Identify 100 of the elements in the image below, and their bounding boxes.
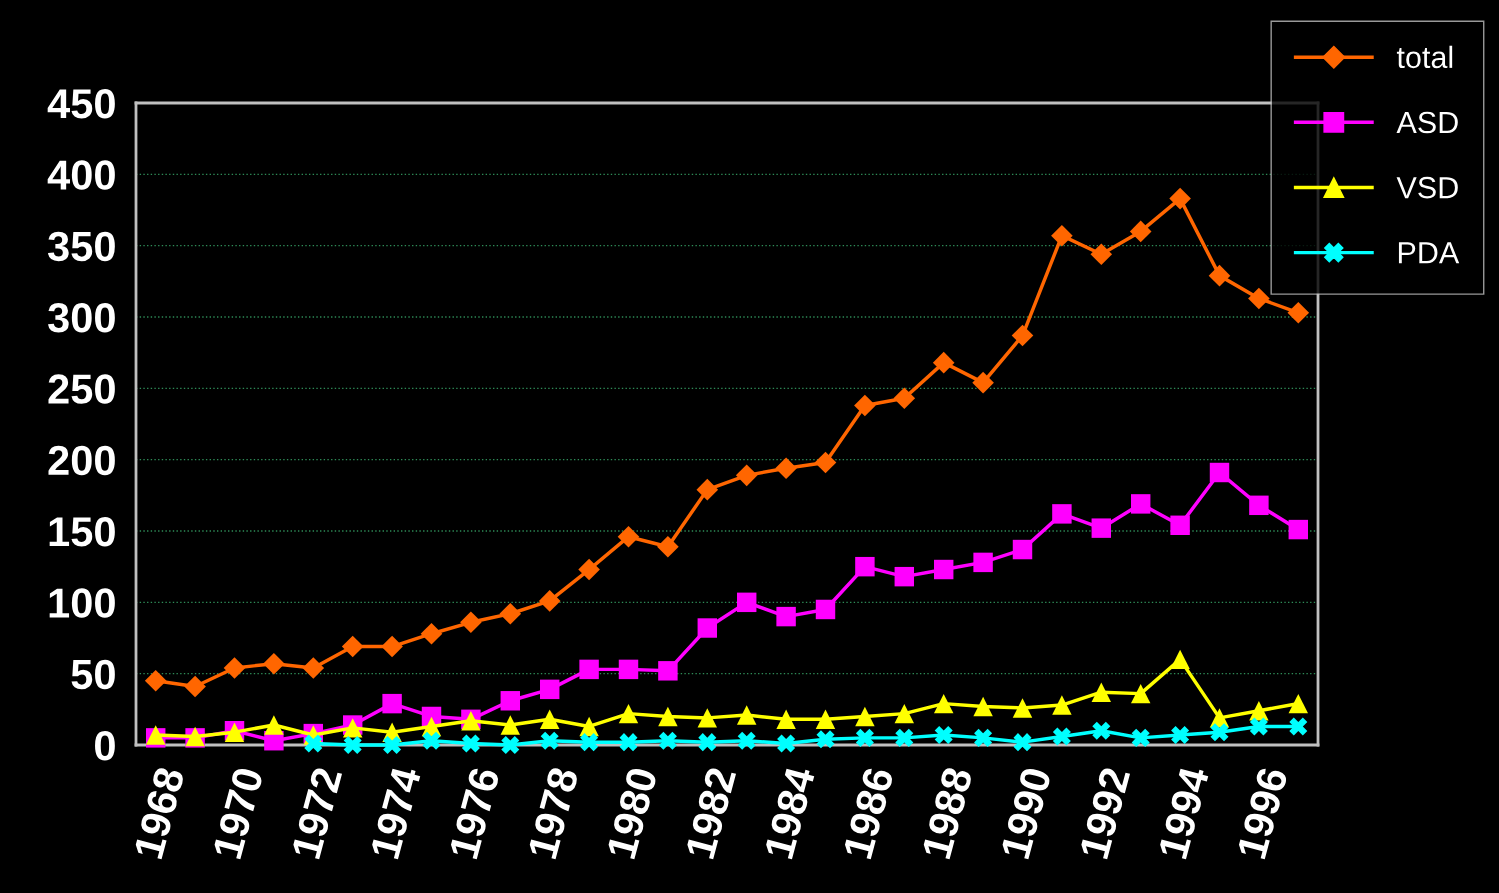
point [619,733,638,752]
point [1210,723,1229,742]
point [816,730,835,749]
point [1288,519,1309,540]
point [1011,324,1034,347]
point [1171,725,1190,745]
point [302,657,325,679]
point [933,559,954,580]
point [974,728,993,747]
point [737,731,756,750]
point [1209,462,1230,483]
x-tick-label: 1996 [1236,766,1289,860]
point [775,457,797,480]
point [343,735,362,755]
point [894,566,915,587]
point [815,599,836,620]
point [1289,717,1308,736]
point [499,602,522,625]
point [932,351,955,374]
point [933,693,954,714]
point [1091,518,1112,538]
x-tick-label: 1984 [763,764,816,860]
point [540,731,559,750]
point [855,728,874,747]
point [736,705,757,725]
x-tick-label: 1988 [921,765,973,860]
point [1208,264,1231,287]
point [1130,494,1151,514]
point [657,535,679,558]
point [1131,728,1150,747]
point [1130,683,1151,704]
point [658,706,678,727]
x-tick-label: 1972 [291,766,343,860]
point [1170,649,1190,670]
point [382,693,402,714]
point [658,731,677,750]
point [1012,698,1033,718]
point [697,708,718,728]
point [1129,220,1152,243]
point [1051,224,1073,247]
point [1090,243,1113,266]
point [1248,287,1270,310]
point [539,709,560,730]
point [420,622,443,645]
point [973,696,993,717]
point [184,675,206,698]
point [383,735,402,755]
y-tick-label: 150 [49,517,115,547]
point [579,659,599,680]
point [972,371,994,394]
point [580,733,599,752]
x-tick-label: 1974 [369,764,422,860]
point [1091,682,1112,702]
point [144,670,167,692]
y-tick-label: 0 [95,731,115,761]
point [776,709,796,730]
point [698,733,717,752]
y-tick-label: 250 [48,374,115,404]
point [618,703,639,724]
x-tick-label: 1970 [212,766,264,860]
point [894,703,915,724]
y-tick-label: 350 [48,231,115,262]
point [304,734,323,753]
point [855,556,875,577]
legend-label: total [1396,45,1453,69]
point [500,691,521,711]
point [1169,187,1191,210]
point [735,464,758,487]
point [697,618,718,638]
point [1249,717,1268,736]
point [617,525,640,548]
point [618,659,639,680]
point [658,661,678,681]
x-tick-label: 1976 [448,766,501,860]
x-tick-label: 1980 [606,766,658,860]
legend-label: ASD [1396,111,1458,134]
x-tick-label: 1994 [1157,764,1210,860]
point [934,725,953,745]
point [1052,695,1072,715]
point [854,394,876,417]
point [1170,515,1190,536]
y-tick-label: 100 [49,588,115,618]
point [893,387,916,410]
point [815,709,836,730]
point [1012,539,1033,560]
y-tick-label: 200 [48,445,115,476]
point [1092,721,1111,740]
y-tick-label: 50 [71,659,115,690]
point [539,679,560,700]
x-tick-label: 1982 [685,766,737,860]
point [341,635,364,658]
point [500,715,521,735]
y-tick-label: 300 [48,303,115,333]
point [422,731,441,750]
point [1249,495,1269,516]
point [814,451,837,474]
point [264,715,284,735]
point [973,552,993,573]
x-tick-label: 1990 [1000,766,1052,860]
y-tick-label: 450 [47,89,115,119]
